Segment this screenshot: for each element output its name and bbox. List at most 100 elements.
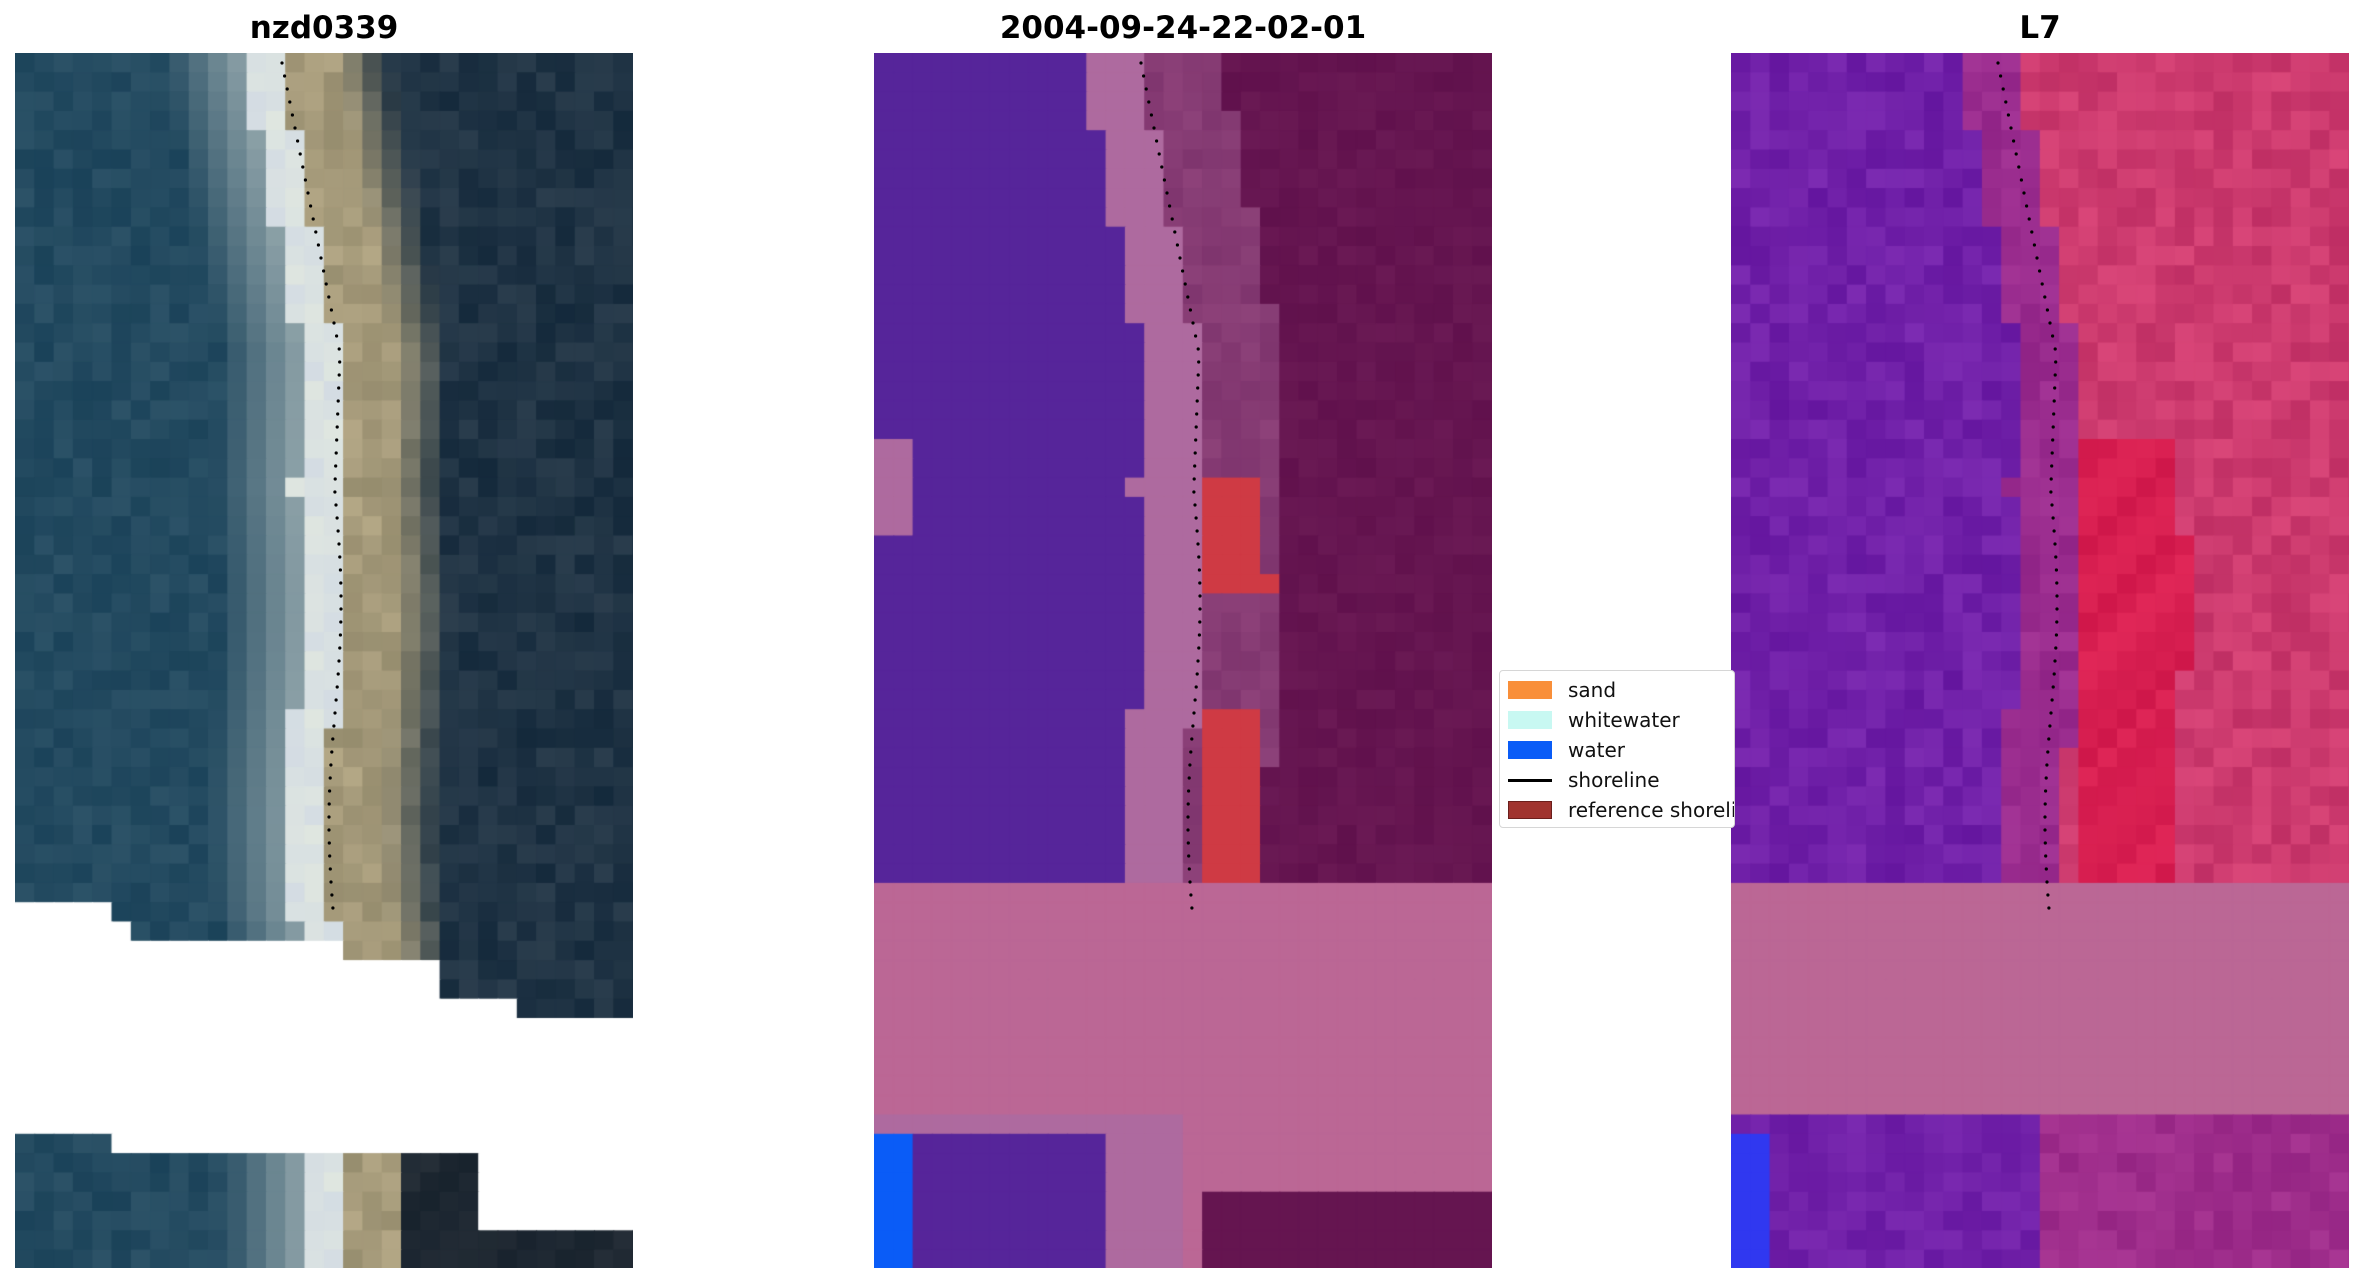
shoreline-point — [1193, 464, 1197, 468]
shoreline-point — [1196, 373, 1200, 377]
shoreline-point — [1191, 724, 1195, 728]
shoreline-point — [2044, 854, 2048, 858]
panel-title-rgb: nzd0339 — [249, 10, 399, 46]
shoreline-point — [2043, 802, 2047, 806]
shoreline-point — [311, 217, 315, 221]
shoreline-point — [1195, 399, 1199, 403]
shoreline-point — [2054, 555, 2058, 559]
shoreline-point — [2054, 568, 2058, 572]
shoreline-point — [2012, 139, 2016, 143]
shoreline-point — [2055, 607, 2059, 611]
shoreline-point — [1187, 776, 1191, 780]
shoreline-point — [1999, 74, 2003, 78]
shoreline-point — [1194, 685, 1198, 689]
shoreline-point — [2052, 672, 2056, 676]
shoreline-point — [330, 750, 334, 754]
shoreline-point — [334, 503, 338, 507]
shoreline-point — [1194, 425, 1198, 429]
shoreline-point — [328, 867, 332, 871]
shoreline-point — [2038, 269, 2042, 273]
shoreline-point — [1142, 74, 1146, 78]
shoreline-point — [2048, 321, 2052, 325]
panel-title-classified: 2004-09-24-22-02-01 — [999, 10, 1367, 46]
sand-swatch — [1508, 681, 1552, 699]
shoreline-point — [339, 607, 343, 611]
shoreline-point — [2055, 620, 2059, 624]
shoreline-point — [2046, 893, 2050, 897]
shoreline-point — [319, 256, 323, 260]
shoreline-point — [1194, 334, 1198, 338]
shoreline-point — [2053, 386, 2057, 390]
shoreline-point — [337, 386, 341, 390]
shoreline-point — [1195, 529, 1199, 533]
shoreline-point — [338, 555, 342, 559]
shoreline-point — [2004, 100, 2008, 104]
shoreline-point — [2048, 724, 2052, 728]
shoreline-point — [2051, 685, 2055, 689]
shoreline-point — [337, 542, 341, 546]
shoreline-point — [2025, 204, 2029, 208]
shoreline-point — [283, 74, 287, 78]
shoreline-point — [338, 646, 342, 650]
shoreline-point — [334, 698, 338, 702]
shoreline-point — [1139, 61, 1143, 65]
shoreline-point — [2054, 360, 2058, 364]
shoreline-point — [338, 633, 342, 637]
legend-item-whitewater: whitewater — [1508, 706, 1680, 734]
shoreline-point — [290, 113, 294, 117]
index-image-panel — [1731, 53, 2349, 1268]
shoreline-point — [335, 425, 339, 429]
shoreline-point — [1193, 451, 1197, 455]
shoreline-point — [328, 854, 332, 858]
shoreline-point — [336, 529, 340, 533]
legend-item-shoreline: shoreline — [1508, 766, 1660, 794]
shoreline-point — [336, 672, 340, 676]
shoreline-point — [334, 451, 338, 455]
shoreline-point — [1188, 763, 1192, 767]
shoreline-overlay — [1139, 61, 1202, 910]
shoreline-point — [2049, 477, 2053, 481]
shoreline-point — [1152, 126, 1156, 130]
shoreline-point — [1193, 503, 1197, 507]
shoreline-point — [1197, 360, 1201, 364]
shoreline-point — [1144, 87, 1148, 91]
shoreline-point — [336, 412, 340, 416]
shoreline-point — [333, 711, 337, 715]
shoreline-point — [280, 61, 284, 65]
shoreline-point — [1188, 308, 1192, 312]
shoreline-point — [2044, 776, 2048, 780]
shoreline-point — [1186, 828, 1190, 832]
shoreline-point — [327, 841, 331, 845]
shoreline-point — [296, 139, 300, 143]
shoreline-point — [1186, 815, 1190, 819]
shoreline-point — [1149, 113, 1153, 117]
shoreline-point — [2040, 282, 2044, 286]
shoreline-point — [1188, 880, 1192, 884]
shoreline-point — [2022, 191, 2026, 195]
legend-label: whitewater — [1568, 708, 1680, 732]
shoreline-point — [2030, 230, 2034, 234]
shoreline-point — [2017, 165, 2021, 169]
shoreline-point — [327, 295, 331, 299]
shoreline-point — [2035, 256, 2039, 260]
shoreline-point — [1198, 581, 1202, 585]
shoreline-point — [331, 906, 335, 910]
shoreline-point — [1189, 893, 1193, 897]
shoreline-point — [2019, 178, 2023, 182]
shoreline-point — [327, 815, 331, 819]
shoreline-point — [2049, 711, 2053, 715]
shoreline-point — [1196, 347, 1200, 351]
shoreline-line-swatch — [1508, 778, 1552, 782]
shoreline-point — [1194, 438, 1198, 442]
shoreline-point — [2001, 87, 2005, 91]
shoreline-point — [1186, 295, 1190, 299]
shoreline-point — [1186, 802, 1190, 806]
shoreline-point — [1196, 542, 1200, 546]
shoreline-point — [1187, 867, 1191, 871]
shoreline-point — [1147, 100, 1151, 104]
shoreline-point — [2052, 529, 2056, 533]
shoreline-point — [338, 360, 342, 364]
legend-item-sand: sand — [1508, 676, 1616, 704]
legend-label: water — [1568, 738, 1625, 762]
classified-image — [874, 53, 1492, 1268]
